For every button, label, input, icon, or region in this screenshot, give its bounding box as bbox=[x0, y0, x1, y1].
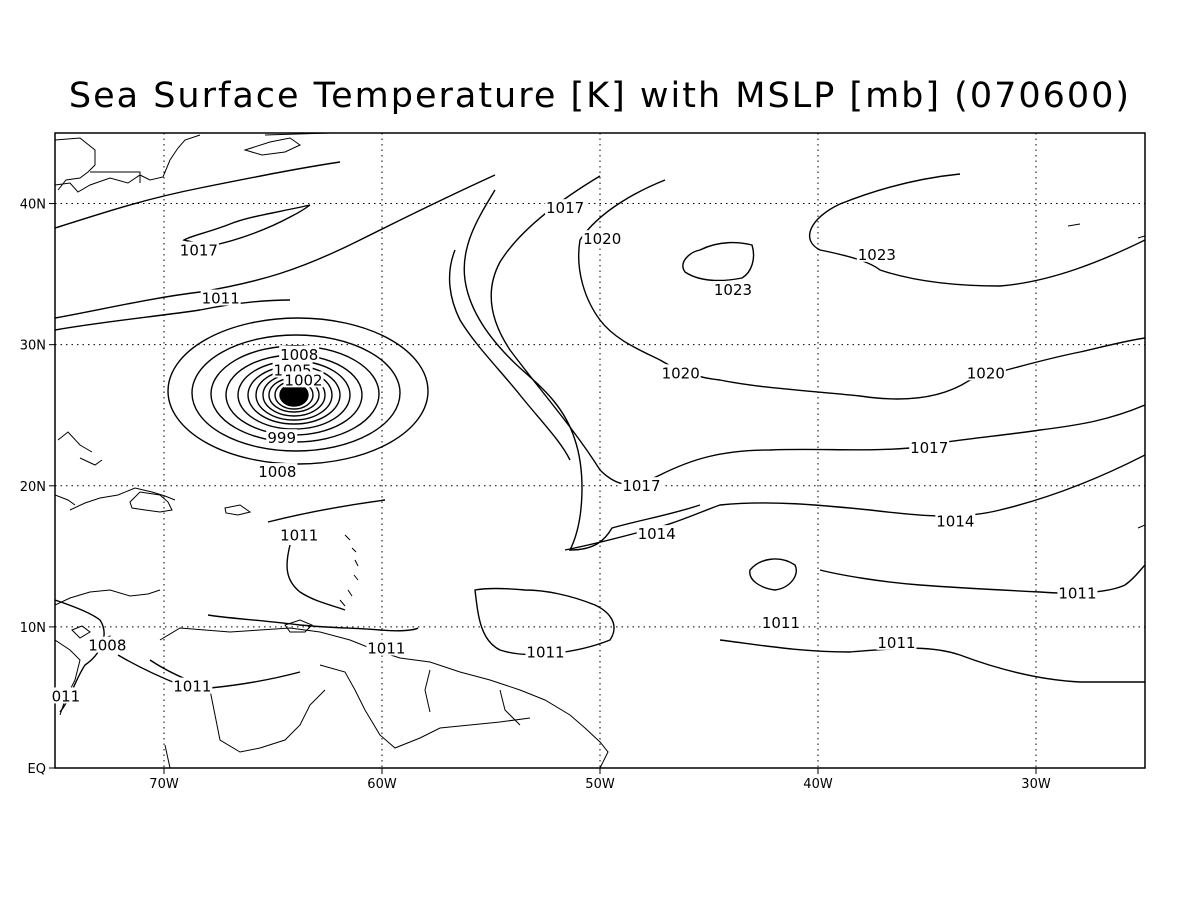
contour-label-background bbox=[172, 677, 213, 694]
contour-label-background bbox=[366, 639, 407, 656]
isobar-value-label: 999 bbox=[267, 429, 296, 447]
axes: 70W 60W 50W 40W 30W EQ 10N 20N 30N 40N bbox=[20, 198, 1051, 792]
contour-label-background bbox=[50, 687, 82, 704]
contour-label-background bbox=[279, 526, 320, 543]
contour-label-background bbox=[279, 345, 320, 362]
contour-labels: 1017101110081005100299910081011101710201… bbox=[50, 199, 1098, 705]
contour-label-background bbox=[965, 364, 1006, 381]
north-america-coast bbox=[55, 134, 201, 193]
storm-isobar-1008 bbox=[167, 317, 429, 465]
isobar-value-label: 1008 bbox=[258, 463, 296, 481]
y-tick-label: 30N bbox=[20, 339, 46, 354]
isobar-1020-central bbox=[578, 179, 1145, 400]
lesser-antilles bbox=[339, 534, 359, 607]
isobar-1011-upper bbox=[55, 174, 496, 319]
contour-label-background bbox=[257, 463, 298, 480]
hispaniola-coast bbox=[129, 491, 173, 513]
isobar-value-label: 1011 bbox=[877, 634, 915, 652]
y-tick-label: 10N bbox=[20, 621, 46, 636]
isobar-1011-mid bbox=[474, 587, 615, 656]
contour-label-background bbox=[200, 289, 241, 306]
isobar-1011-low bbox=[719, 639, 1145, 683]
storm-isobar-1005 bbox=[191, 334, 401, 452]
cuba-coast bbox=[55, 487, 176, 511]
isobar-value-label: 1008 bbox=[280, 346, 318, 364]
isobar-value-label: 1008 bbox=[88, 637, 126, 655]
isobar-value-label: 1011 bbox=[367, 639, 405, 657]
isobar-1023-east bbox=[808, 173, 1145, 287]
contour-label-background bbox=[1057, 584, 1098, 601]
isobar-value-label: 011 bbox=[52, 687, 81, 705]
isobar-1020-east bbox=[448, 249, 571, 461]
x-tick-label: 70W bbox=[149, 777, 179, 792]
contour-label-background bbox=[582, 230, 623, 247]
isobar-value-label: 1011 bbox=[526, 644, 564, 662]
isobar-value-label: 1017 bbox=[546, 199, 584, 217]
isobar-value-label: 1011 bbox=[280, 527, 318, 545]
contour-label-background bbox=[636, 525, 677, 542]
isobar-value-label: 1017 bbox=[180, 242, 218, 260]
contour-label-background bbox=[283, 371, 324, 388]
isobar-value-label: 1014 bbox=[936, 512, 974, 530]
contour-label-background bbox=[760, 614, 801, 631]
x-tick-label: 30W bbox=[1021, 777, 1051, 792]
contour-label-background bbox=[525, 643, 566, 660]
isobar-1011-south bbox=[207, 499, 419, 632]
isobar-value-label: 1011 bbox=[173, 678, 211, 696]
isobar-1017-central bbox=[463, 189, 701, 551]
isobar-value-label: 1011 bbox=[202, 290, 240, 308]
isobar-value-label: 1017 bbox=[622, 477, 660, 495]
isobar-small-loop bbox=[749, 558, 797, 591]
x-tick-label: 40W bbox=[803, 777, 833, 792]
isobar-value-label: 1011 bbox=[1058, 584, 1096, 602]
contour-label-background bbox=[545, 199, 586, 216]
contour-label-background bbox=[712, 281, 753, 298]
isobar-1011-lower bbox=[55, 299, 291, 331]
isobar-1017-north bbox=[55, 161, 341, 229]
contour-label-background bbox=[660, 364, 701, 381]
isobar-value-label: 1002 bbox=[284, 371, 322, 389]
contour-label-background bbox=[935, 512, 976, 529]
isobar-1011-west bbox=[117, 654, 181, 686]
contour-label-background bbox=[909, 439, 950, 456]
x-tick-label: 60W bbox=[367, 777, 397, 792]
bahamas-coast bbox=[57, 431, 103, 466]
contour-label-background bbox=[266, 429, 298, 446]
contour-label-background bbox=[178, 241, 219, 258]
puerto-rico-coast bbox=[224, 504, 252, 516]
x-tick-label: 50W bbox=[585, 777, 615, 792]
coastlines bbox=[55, 133, 1145, 768]
isobar-1011-east bbox=[819, 564, 1145, 594]
isobar-value-label: 1011 bbox=[762, 614, 800, 632]
cape-verde-islands bbox=[1067, 223, 1145, 529]
isobar-value-label: 1014 bbox=[638, 525, 676, 543]
isobar-value-label: 1023 bbox=[858, 246, 896, 264]
storm-core bbox=[280, 384, 308, 406]
isobar-1017-loop bbox=[182, 204, 311, 247]
y-tick-label: 20N bbox=[20, 480, 46, 495]
south-america-coast bbox=[159, 627, 609, 768]
northeast-islands bbox=[243, 133, 331, 156]
isobar-value-label: 1017 bbox=[910, 439, 948, 457]
contour-label-background bbox=[856, 245, 897, 262]
contour-label-background bbox=[87, 636, 128, 653]
south-america-borders bbox=[164, 664, 531, 768]
isobar-1017-central-inner bbox=[490, 175, 1145, 486]
map-title: Sea Surface Temperature [K] with MSLP [m… bbox=[68, 76, 1132, 116]
isobar-value-label: 1020 bbox=[583, 230, 621, 248]
isobar-value-label: 1023 bbox=[714, 281, 752, 299]
contour-label-background bbox=[876, 633, 917, 650]
isobar-1023-small bbox=[682, 241, 755, 282]
y-tick-label: EQ bbox=[28, 762, 46, 777]
trinidad-coast bbox=[284, 619, 313, 633]
y-tick-label: 40N bbox=[20, 198, 46, 213]
contour-label-background bbox=[621, 477, 662, 494]
isobar-value-label: 1020 bbox=[662, 364, 700, 382]
isobar-value-label: 1020 bbox=[967, 364, 1005, 382]
